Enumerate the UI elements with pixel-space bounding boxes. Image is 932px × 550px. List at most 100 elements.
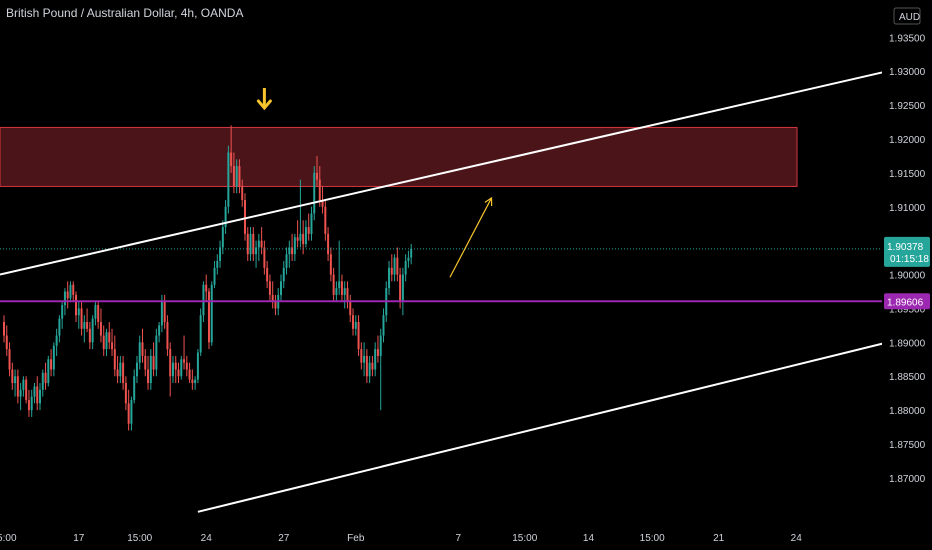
candle-body [138, 342, 141, 363]
candle-body [338, 281, 341, 289]
candle-body [327, 233, 330, 255]
candle-body [158, 325, 161, 336]
candle-body [313, 172, 316, 214]
current-price-value: 1.90378 [887, 242, 924, 253]
time-axis[interactable]: 15:00 17 15:00 24 27 Feb 7 15:00 14 15:00 21 24 [0, 522, 882, 550]
candle-body [304, 227, 307, 245]
candle-body [152, 355, 155, 370]
candle-body [382, 315, 385, 336]
candle-body [255, 247, 258, 255]
candle-body [357, 322, 360, 350]
candle-body [232, 166, 235, 187]
candle-body [318, 179, 321, 200]
candle-body [135, 362, 138, 377]
candle-body [376, 349, 379, 356]
candle-body [80, 308, 83, 329]
candle-body [388, 267, 391, 289]
time-tick-label: 24 [201, 533, 213, 544]
resistance-zone[interactable] [0, 126, 798, 187]
upper-channel-line[interactable] [0, 70, 888, 276]
candle-body [8, 349, 11, 370]
currency-button-label: AUD [899, 12, 920, 23]
candle-body [11, 369, 14, 384]
candle-body [321, 199, 324, 207]
time-tick-label: 24 [791, 533, 803, 544]
candle-body [108, 332, 111, 343]
candle-body [401, 274, 404, 302]
currency-button[interactable] [893, 7, 921, 25]
candle-body [346, 288, 349, 302]
time-tick-label: 21 [713, 533, 725, 544]
price-tick-label: 1.93500 [889, 33, 926, 44]
candle-body [188, 369, 191, 380]
candle-body [75, 294, 78, 316]
candle-body [19, 389, 22, 397]
lower-channel-line[interactable] [197, 341, 888, 513]
candle-body [340, 281, 343, 295]
candle-body [180, 359, 183, 377]
price-axis[interactable]: 1.87000 1.87500 1.88000 1.88500 1.89000 1.895… [882, 0, 932, 550]
candle-body [122, 362, 125, 384]
candle-body [360, 349, 363, 363]
down-arrow-icon[interactable] [256, 99, 272, 111]
projection-arrow-line[interactable] [449, 197, 493, 278]
time-tick-label: 7 [455, 533, 461, 544]
candle-body [399, 274, 402, 302]
candle-body [213, 267, 216, 285]
time-tick-label: 17 [73, 533, 85, 544]
time-tick-label: 15:00 [127, 533, 152, 544]
candle-body [249, 233, 252, 255]
price-tick-label: 1.88500 [889, 372, 926, 383]
price-tick-label: 1.91000 [889, 203, 926, 214]
price-axis-bg [882, 0, 932, 550]
candle-body [144, 355, 147, 370]
candle-body [363, 355, 366, 363]
candle-body [324, 206, 327, 234]
candle-body [27, 399, 30, 411]
candle-body [199, 315, 202, 353]
candle-body [149, 355, 152, 384]
price-tick-label: 1.89500 [889, 304, 926, 315]
candle-body [293, 237, 296, 255]
candle-body [163, 301, 166, 323]
candle-body [33, 386, 36, 397]
candle-body [230, 152, 233, 167]
candle-body [94, 305, 97, 319]
candle-body [147, 369, 150, 384]
candle-body [296, 237, 299, 241]
symbol-title[interactable]: British Pound / Australian Dollar, 4h, O… [6, 6, 243, 20]
time-axis-bg [0, 522, 882, 550]
candle-body [354, 322, 357, 329]
candle-body [47, 359, 50, 384]
candle-body [25, 379, 28, 400]
candle-body [263, 247, 266, 268]
candle-body [41, 372, 44, 390]
candle-body [224, 206, 227, 228]
price-tick-label: 1.91500 [889, 169, 926, 180]
candle-body [111, 342, 114, 350]
candle-body [185, 362, 188, 370]
candle-body [30, 396, 33, 411]
price-tick-label: 1.87000 [889, 474, 926, 485]
candle-body [133, 376, 136, 400]
candle-body [194, 379, 197, 384]
price-tick-label: 1.87500 [889, 440, 926, 451]
candle-body [285, 254, 288, 268]
candle-body [210, 284, 213, 343]
candle-body [404, 261, 407, 275]
price-tick-label: 1.90000 [889, 271, 926, 282]
price-tick-label: 1.88000 [889, 406, 926, 417]
candle-body [22, 379, 25, 390]
candle-body [207, 291, 210, 343]
candle-body [288, 247, 291, 255]
support-price-value: 1.89606 [887, 297, 924, 308]
candle-body [282, 267, 285, 282]
candle-body [349, 301, 352, 316]
candle-body [77, 308, 80, 316]
candle-body [241, 186, 244, 200]
candle-body [368, 362, 371, 377]
support-price-tag [884, 293, 930, 310]
candle-body [91, 318, 94, 343]
